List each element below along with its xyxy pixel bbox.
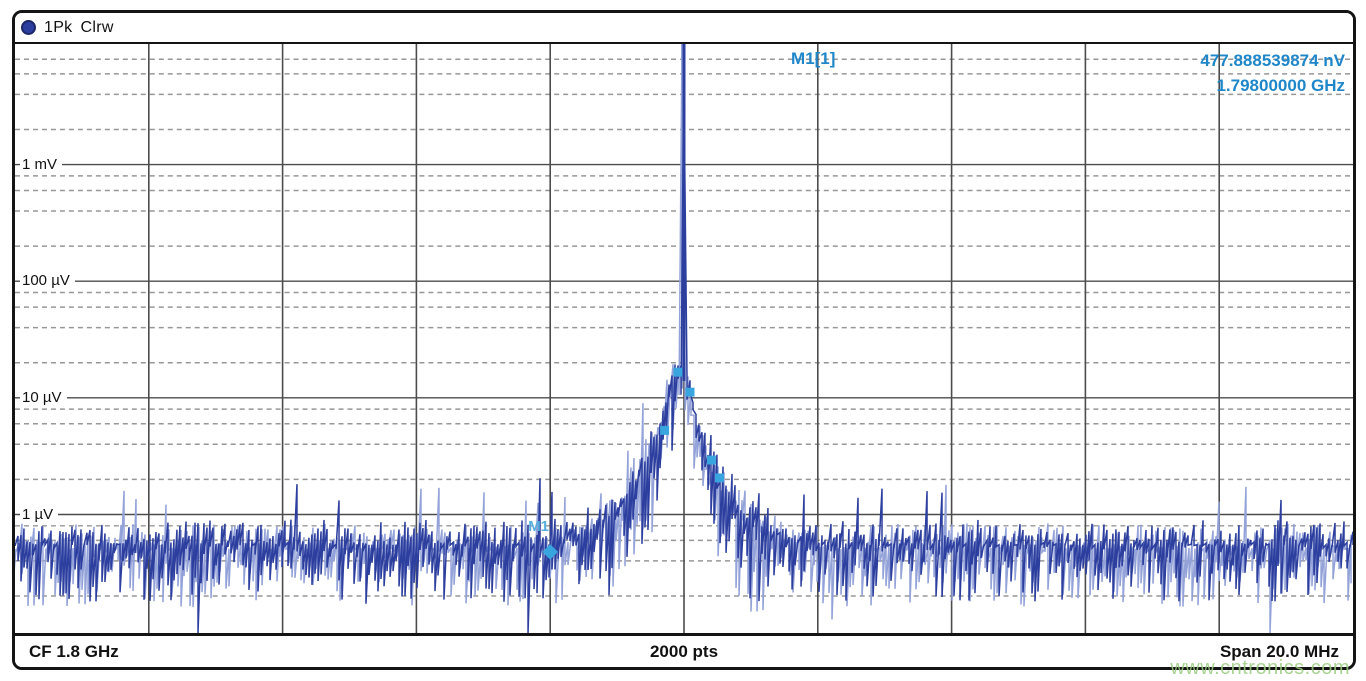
center-frequency-label: CF 1.8 GHz [29, 641, 119, 661]
peak-dot [714, 473, 724, 483]
peak-dot [660, 425, 670, 435]
x-axis-info-bar: CF 1.8 GHz 2000 pts Span 20.0 MHz [15, 633, 1353, 667]
marker-name: M1[1] [791, 49, 836, 68]
y-axis-label: 100 µV [20, 272, 75, 290]
peak-dot [685, 387, 695, 397]
peak-dot [706, 455, 716, 465]
trace1-mode-label: Clrw [80, 18, 114, 36]
trace1-detector-label: 1Pk [44, 18, 73, 36]
trace-info-bar: 1Pk Clrw [15, 13, 1353, 44]
y-axis-label: 10 µV [20, 388, 67, 406]
diagram-area[interactable]: 1 mV 100 µV 10 µV 1 µV M1[1] 477.888539874 … [15, 44, 1353, 633]
y-axis-label: 1 mV [20, 155, 63, 173]
marker-frequency-value: 1.79800000 GHz [1216, 76, 1345, 95]
marker-level-value: 477.888539874 nV [1200, 51, 1345, 70]
peak-dot [673, 367, 683, 377]
trace1-color-icon [21, 20, 36, 35]
y-axis-label: 1 µV [20, 505, 59, 523]
watermark: www.cntronics.com [1170, 657, 1350, 679]
span-label: Span 20.0 MHz [1219, 641, 1339, 661]
sweep-points-label: 2000 pts [649, 641, 719, 661]
marker-m1-flag[interactable]: M1 [528, 517, 550, 535]
trace-plot [15, 44, 1353, 633]
marker-readout: 477.888539874 nV 1.79800000 GHz [1200, 48, 1345, 98]
measurement-window: 1Pk Clrw 1 mV 100 µV 10 µV 1 µV M1[1] 477.8… [12, 10, 1356, 670]
